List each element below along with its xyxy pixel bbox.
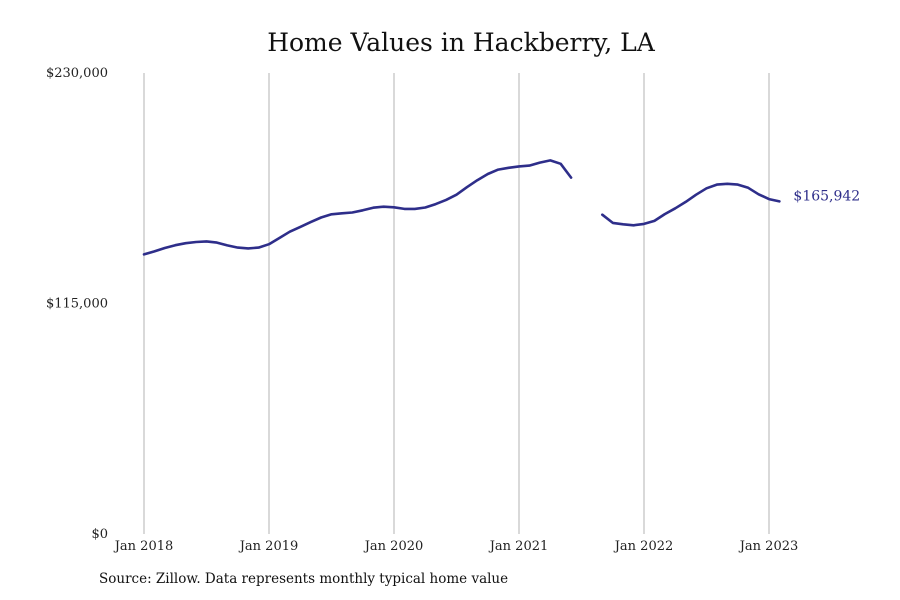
chart-title: Home Values in Hackberry, LA (267, 28, 656, 57)
x-tick-label-5: Jan 2023 (738, 539, 799, 554)
x-axis-tick-labels: Jan 2018 Jan 2019 Jan 2020 Jan 2021 Jan 2022… (113, 539, 799, 554)
y-tick-label-0: $0 (91, 527, 108, 542)
source-note: Source: Zillow. Data represents monthly … (99, 571, 509, 587)
series-line-segment-1 (600, 182, 781, 227)
x-tick-label-0: Jan 2018 (113, 539, 174, 554)
series-line-segment-0 (142, 159, 573, 256)
y-axis-tick-labels: $0 $115,000 $230,000 (46, 66, 108, 542)
end-value-label: $165,942 (793, 188, 860, 204)
line-chart: Home Values in Hackberry, LA $0$115,000$… (46, 28, 860, 554)
x-tick-label-1: Jan 2019 (238, 539, 299, 554)
series-home-value: $165,942 (142, 159, 860, 256)
y-tick-label-2: $230,000 (46, 66, 108, 81)
x-tick-label-2: Jan 2020 (363, 539, 424, 554)
x-tick-label-4: Jan 2022 (613, 539, 674, 554)
x-tick-label-3: Jan 2021 (488, 539, 549, 554)
y-tick-label-1: $115,000 (46, 297, 108, 312)
gridlines (143, 73, 770, 534)
